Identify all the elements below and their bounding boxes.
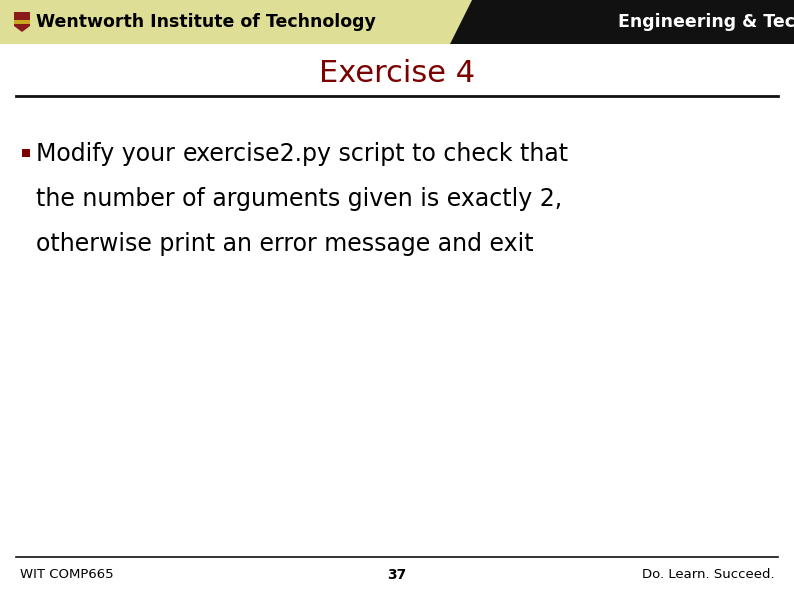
Text: Engineering & Technology: Engineering & Technology bbox=[618, 13, 794, 31]
Text: exercise2.py: exercise2.py bbox=[183, 142, 331, 166]
Text: Wentworth Institute of Technology: Wentworth Institute of Technology bbox=[36, 13, 376, 31]
Text: Exercise 4: Exercise 4 bbox=[319, 60, 475, 89]
Text: 37: 37 bbox=[387, 568, 407, 582]
Text: WIT COMP665: WIT COMP665 bbox=[20, 568, 114, 581]
Text: Modify your: Modify your bbox=[36, 142, 183, 166]
Text: Do. Learn. Succeed.: Do. Learn. Succeed. bbox=[642, 568, 775, 581]
Text: otherwise print an error message and exit: otherwise print an error message and exi… bbox=[36, 232, 534, 256]
Text: script to check that: script to check that bbox=[331, 142, 569, 166]
Bar bbox=[22, 149, 30, 157]
Polygon shape bbox=[450, 0, 794, 44]
Polygon shape bbox=[0, 0, 472, 44]
Text: the number of arguments given is exactly 2,: the number of arguments given is exactly… bbox=[36, 187, 562, 211]
Polygon shape bbox=[14, 12, 30, 32]
Polygon shape bbox=[14, 20, 30, 24]
